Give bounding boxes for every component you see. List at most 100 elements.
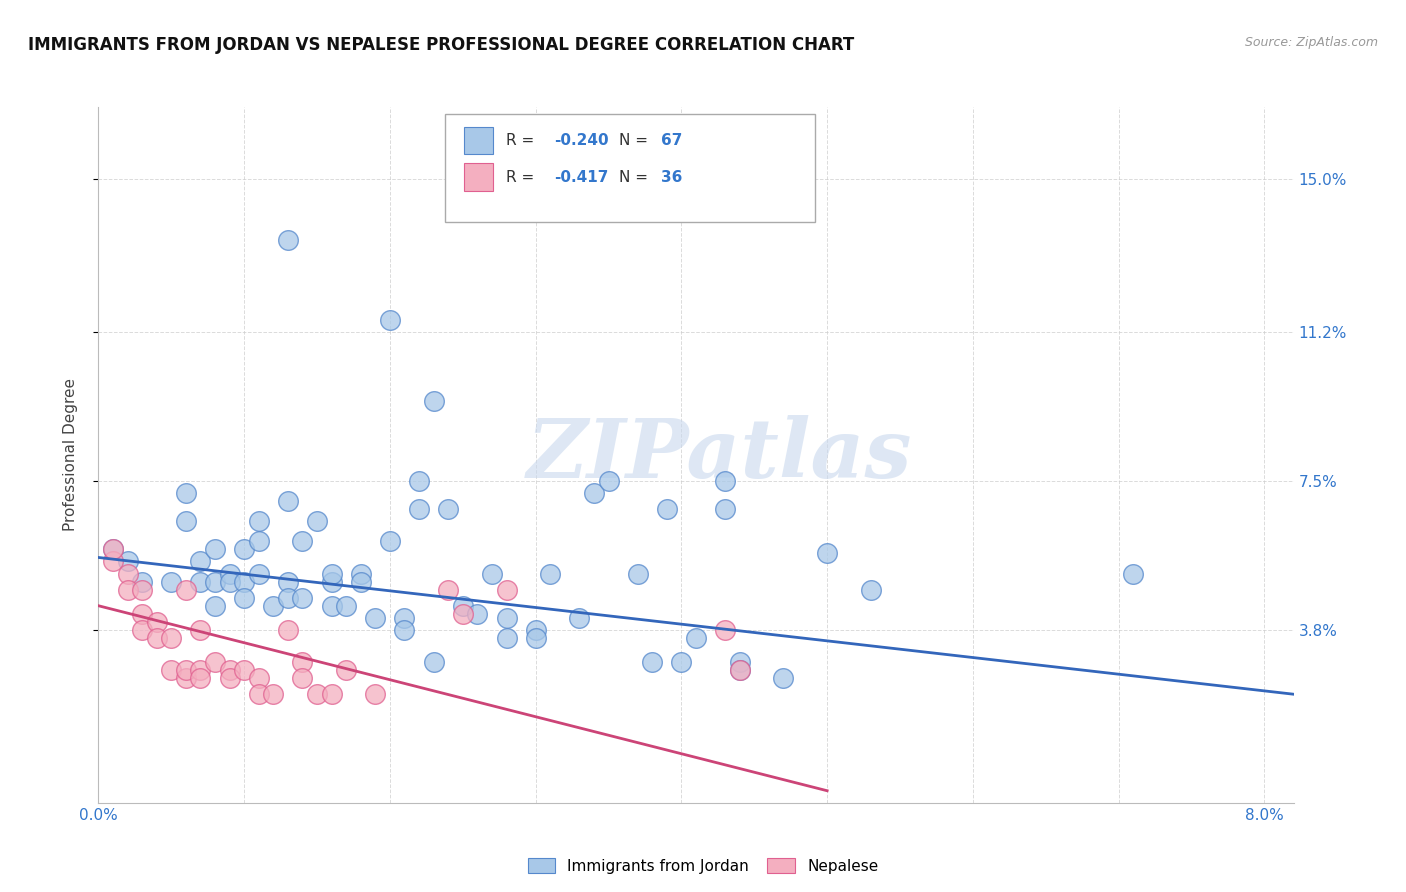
FancyBboxPatch shape [444,114,815,222]
Point [101,542,124,557]
Point [174,671,197,685]
Point [262,687,284,701]
Point [408,502,430,516]
Point [598,474,620,488]
Point [524,631,547,645]
Point [451,607,474,621]
Point [728,655,751,669]
Point [321,687,343,701]
Point [728,663,751,677]
Point [247,671,270,685]
Point [291,591,314,605]
Point [190,671,212,685]
Point [277,233,299,247]
Text: -0.417: -0.417 [554,169,609,185]
Point [481,566,503,581]
Point [160,631,183,645]
Point [262,599,284,613]
Text: 67: 67 [661,133,683,148]
Point [291,655,314,669]
Point [277,591,299,605]
Point [247,534,270,549]
Point [321,599,343,613]
Point [422,655,444,669]
Point [190,554,212,568]
Y-axis label: Professional Degree: Professional Degree [63,378,77,532]
Point [627,566,650,581]
Point [247,514,270,528]
Point [131,607,153,621]
Point [335,599,357,613]
FancyBboxPatch shape [464,127,494,154]
Text: IMMIGRANTS FROM JORDAN VS NEPALESE PROFESSIONAL DEGREE CORRELATION CHART: IMMIGRANTS FROM JORDAN VS NEPALESE PROFE… [28,36,855,54]
Point [174,514,197,528]
Point [277,623,299,637]
Point [305,514,328,528]
Text: R =: R = [506,169,538,185]
Text: N =: N = [620,133,654,148]
Point [364,611,387,625]
Point [204,574,226,589]
Text: ZIPatlas: ZIPatlas [527,415,912,495]
Point [408,474,430,488]
Point [247,687,270,701]
Point [204,542,226,557]
Point [671,655,693,669]
Point [422,393,444,408]
Point [174,582,197,597]
Point [495,611,517,625]
Point [277,574,299,589]
Point [467,607,489,621]
Point [859,582,882,597]
Point [218,566,240,581]
Point [218,574,240,589]
Point [728,663,751,677]
Point [160,663,183,677]
Point [190,663,212,677]
Point [350,566,373,581]
Point [277,494,299,508]
Point [655,502,678,516]
Text: Source: ZipAtlas.com: Source: ZipAtlas.com [1244,36,1378,49]
Point [204,655,226,669]
Point [1122,566,1144,581]
Point [160,574,183,589]
Point [772,671,794,685]
Point [131,582,153,597]
Point [101,542,124,557]
Point [378,313,401,327]
Point [117,554,139,568]
Point [714,623,737,637]
Point [145,615,167,629]
Point [233,663,256,677]
FancyBboxPatch shape [464,163,494,191]
Point [335,663,357,677]
Point [291,671,314,685]
Text: -0.240: -0.240 [554,133,609,148]
Point [131,623,153,637]
Point [131,574,153,589]
Point [233,574,256,589]
Point [538,566,561,581]
Point [495,582,517,597]
Point [145,631,167,645]
Text: R =: R = [506,133,538,148]
Text: N =: N = [620,169,654,185]
Legend: Immigrants from Jordan, Nepalese: Immigrants from Jordan, Nepalese [522,852,884,880]
Point [685,631,707,645]
Point [218,671,240,685]
Point [394,623,416,637]
Point [233,542,256,557]
Point [291,534,314,549]
Point [394,611,416,625]
Point [305,687,328,701]
Point [117,566,139,581]
Point [247,566,270,581]
Point [321,566,343,581]
Point [204,599,226,613]
Point [174,486,197,500]
Point [233,591,256,605]
Point [524,623,547,637]
Point [350,574,373,589]
Point [714,502,737,516]
